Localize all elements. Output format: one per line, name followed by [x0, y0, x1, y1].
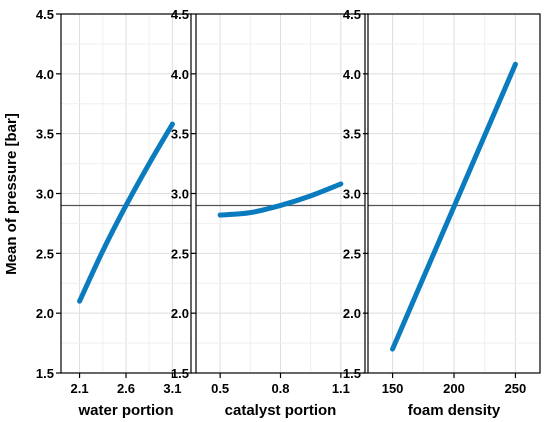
series-line	[390, 61, 518, 352]
y-tick-label: 3.0	[36, 187, 54, 202]
y-tick-label: 4.0	[36, 67, 54, 82]
y-tick-label: 4.0	[171, 67, 189, 82]
x-tick-label: 1.1	[332, 381, 350, 396]
series-line	[217, 181, 344, 218]
x-axis-title: foam density	[408, 402, 501, 419]
y-tick-label: 4.5	[171, 7, 189, 22]
x-tick-label: 0.8	[271, 381, 289, 396]
y-tick-label: 3.5	[171, 127, 189, 142]
x-tick-label: 3.1	[163, 381, 181, 396]
y-tick-label: 3.0	[343, 187, 361, 202]
series-line	[77, 121, 175, 304]
y-tick-label: 2.5	[36, 246, 54, 261]
x-axis-title: water portion	[77, 402, 173, 419]
y-tick-label: 2.0	[343, 306, 361, 321]
y-tick-label: 1.5	[36, 366, 54, 381]
x-tick-label: 2.6	[117, 381, 135, 396]
y-tick-label: 4.5	[343, 7, 361, 22]
x-tick-label: 150	[382, 381, 404, 396]
x-tick-label: 200	[443, 381, 465, 396]
y-tick-label: 4.5	[36, 7, 54, 22]
y-tick-label: 2.5	[343, 246, 361, 261]
y-tick-label: 3.5	[343, 127, 361, 142]
y-tick-label: 4.0	[343, 67, 361, 82]
y-tick-label: 1.5	[343, 366, 361, 381]
x-tick-label: 2.1	[71, 381, 89, 396]
panel-3: 150 200 250 1.5 2.0 2.5 3.0 3.5 4.0 4.5 foam densi…	[343, 7, 541, 419]
y-tick-label: 2.0	[36, 306, 54, 321]
x-tick-label: 0.5	[211, 381, 229, 396]
y-tick-label: 2.0	[171, 306, 189, 321]
y-tick-label: 3.5	[36, 127, 54, 142]
x-tick-label: 250	[505, 381, 527, 396]
x-axis-title: catalyst portion	[225, 402, 337, 419]
y-tick-label: 3.0	[171, 187, 189, 202]
y-axis-title: Mean of pressure [bar]	[3, 113, 20, 275]
y-tick-label: 1.5	[171, 366, 189, 381]
y-tick-label: 2.5	[171, 246, 189, 261]
